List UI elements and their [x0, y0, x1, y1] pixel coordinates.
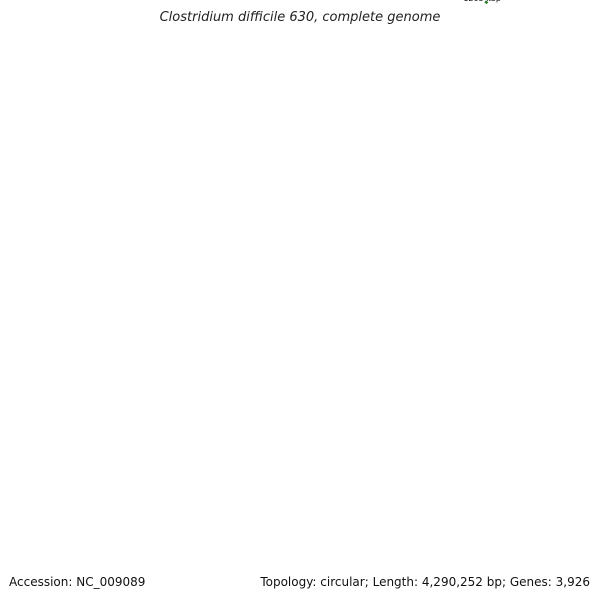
- accession-info: Accession: NC_009089: [7, 575, 148, 589]
- topology-value: circular: [320, 575, 365, 589]
- topology-label: Topology:: [260, 575, 317, 589]
- minor-tick: [484, 0, 489, 5]
- accession-value: NC_009089: [76, 575, 146, 589]
- map-title: Clostridium difficile 630, complete geno…: [159, 10, 441, 25]
- length-label: Length:: [372, 575, 419, 589]
- genes-label: Genes:: [509, 575, 552, 589]
- accession-label: Accession:: [9, 575, 73, 589]
- genome-summary: Topology: circular; Length: 4,290,252 bp…: [258, 575, 592, 589]
- length-value: 4,290,252 bp: [421, 575, 502, 589]
- ticks-layer: 1196 kbp1197 kbp1198 kbp1199 kbp1200 kbp…: [463, 0, 501, 5]
- genes-value: 3,926: [555, 575, 590, 589]
- tick-label: 1205 kbp: [463, 0, 501, 3]
